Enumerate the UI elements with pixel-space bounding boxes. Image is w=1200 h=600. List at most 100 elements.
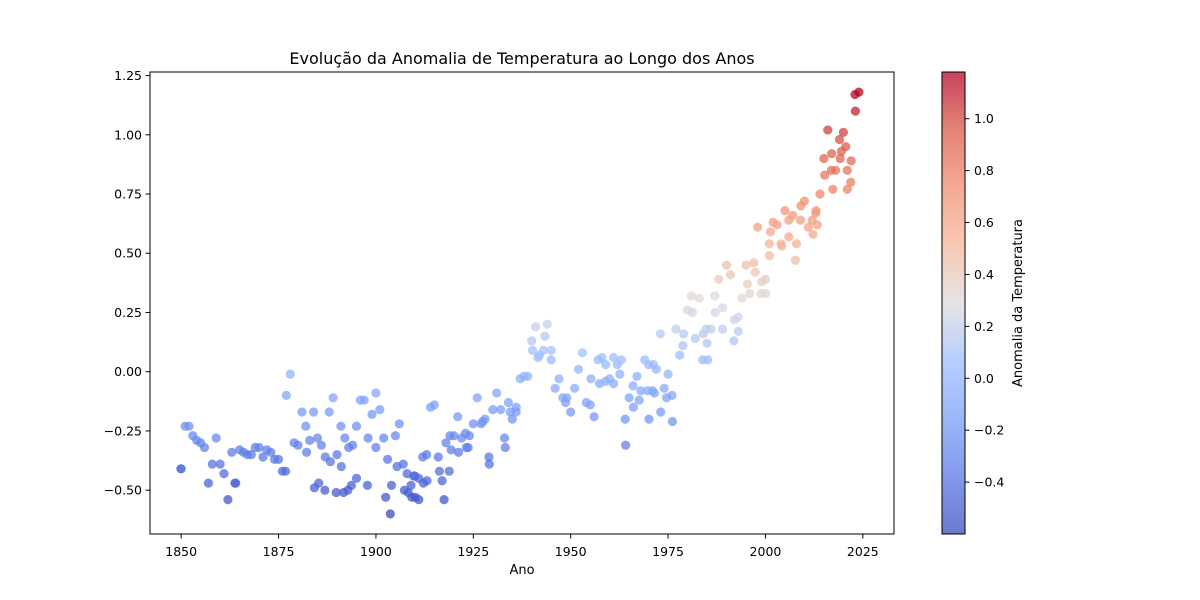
data-point: [503, 397, 513, 408]
y-tick-label: 0.50: [114, 246, 142, 261]
data-point: [615, 369, 625, 379]
data-point: [655, 329, 665, 339]
data-point: [511, 407, 521, 417]
data-point: [721, 260, 732, 270]
data-point: [437, 476, 447, 486]
data-point: [363, 433, 373, 443]
data-point: [336, 421, 346, 431]
data-point: [444, 466, 454, 476]
data-point: [230, 478, 240, 488]
y-axis: −0.50 −0.25 0.00 0.25 0.50 0.75 1.00 1.25: [104, 68, 150, 498]
data-point: [550, 383, 560, 393]
data-point: [841, 142, 851, 152]
data-point: [429, 400, 439, 410]
data-point: [796, 201, 806, 211]
data-point: [453, 412, 463, 422]
x-tick-label: 2025: [847, 544, 879, 559]
data-point: [441, 438, 451, 448]
data-point: [749, 258, 759, 268]
data-point: [764, 239, 775, 249]
data-point: [679, 329, 689, 339]
data-point: [834, 134, 845, 145]
plot-area-frame: [149, 71, 895, 535]
data-point: [753, 222, 763, 232]
y-tick-label: 0.25: [114, 305, 142, 320]
data-point: [636, 386, 646, 396]
data-point: [815, 189, 825, 199]
data-point: [375, 405, 385, 415]
colorbar-tick-label: 0.0: [974, 371, 994, 386]
y-tick-label: −0.50: [104, 483, 142, 498]
data-point: [661, 393, 672, 403]
data-point: [215, 459, 225, 469]
data-point: [710, 291, 720, 301]
data-point: [312, 433, 323, 443]
data-point: [351, 421, 362, 431]
data-point: [554, 374, 564, 384]
data-point: [258, 452, 268, 462]
colorbar-frame: [941, 71, 966, 535]
data-point: [628, 402, 639, 412]
data-point: [725, 270, 736, 280]
data-point: [803, 222, 813, 232]
data-point: [484, 452, 494, 462]
data-point: [320, 485, 330, 495]
data-point: [690, 333, 700, 344]
colorbar-tick-label: 0.4: [974, 267, 994, 282]
data-point: [379, 433, 389, 443]
x-axis: 1850 1875 1900 1925 1950 1975 2000 2025: [165, 534, 879, 559]
data-point: [453, 447, 464, 457]
data-point: [500, 442, 510, 453]
colorbar-tick-label: 0.8: [974, 163, 994, 178]
data-point: [566, 407, 576, 417]
data-point: [223, 495, 233, 505]
data-point: [745, 288, 755, 299]
data-point: [533, 352, 543, 363]
data-point: [714, 274, 724, 284]
data-point: [449, 431, 459, 441]
data-point: [628, 381, 638, 391]
data-point: [328, 393, 338, 403]
data-point: [422, 450, 432, 460]
data-point: [324, 407, 334, 417]
data-point: [281, 390, 291, 400]
data-point: [659, 383, 669, 393]
data-point: [538, 345, 549, 355]
data-point: [219, 469, 229, 479]
data-point: [850, 106, 861, 116]
data-point: [301, 421, 311, 431]
data-point: [634, 395, 644, 405]
data-point: [381, 492, 391, 502]
data-point: [184, 421, 194, 431]
x-tick-label: 1900: [360, 544, 392, 559]
data-point: [414, 495, 424, 505]
data-point: [648, 360, 658, 370]
data-point: [737, 293, 747, 303]
data-point: [434, 466, 444, 476]
data-point: [409, 471, 419, 481]
data-point: [390, 431, 400, 441]
data-point: [507, 414, 517, 424]
x-tick-label: 1850: [165, 544, 197, 559]
data-point: [422, 476, 432, 486]
data-point: [842, 165, 852, 175]
data-point: [718, 303, 728, 313]
data-point: [478, 416, 488, 427]
colorbar-tick-label: −0.2: [974, 423, 1004, 438]
data-point: [812, 220, 822, 230]
data-point: [336, 461, 346, 472]
data-point: [325, 457, 335, 467]
data-point: [788, 210, 798, 220]
data-point: [561, 397, 571, 408]
x-tick-label: 2000: [750, 544, 782, 559]
data-point: [838, 127, 849, 137]
data-point: [254, 442, 264, 453]
data-point: [492, 388, 502, 398]
colorbar-tick-label: 0.2: [974, 319, 994, 334]
data-point: [203, 478, 213, 488]
data-point: [527, 336, 537, 346]
data-point: [266, 447, 276, 457]
data-point: [765, 227, 776, 237]
x-tick-label: 1925: [457, 544, 489, 559]
data-point: [764, 251, 775, 261]
